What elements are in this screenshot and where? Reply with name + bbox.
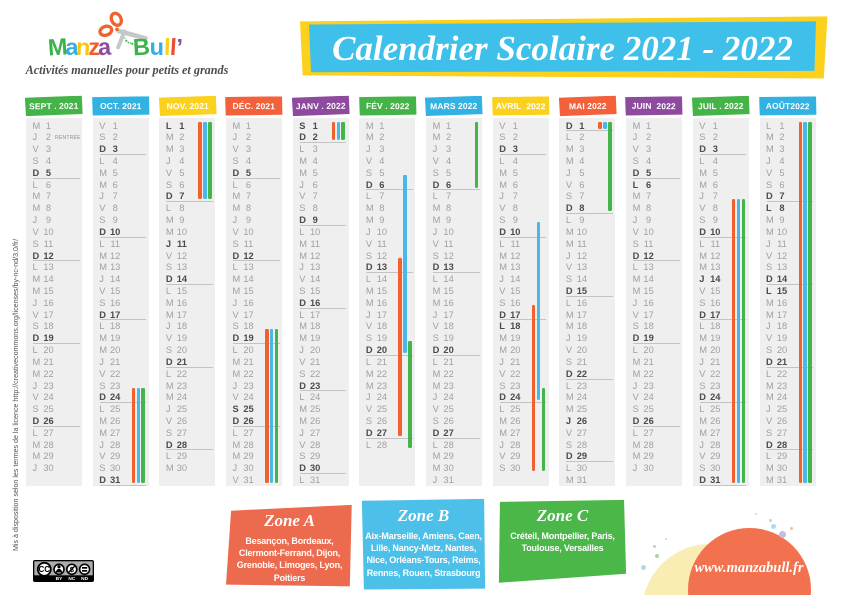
svg-text:CC: CC — [39, 565, 51, 574]
svg-text:NC: NC — [68, 576, 75, 582]
svg-text:ND: ND — [81, 576, 88, 582]
svg-text:BY: BY — [56, 576, 63, 582]
